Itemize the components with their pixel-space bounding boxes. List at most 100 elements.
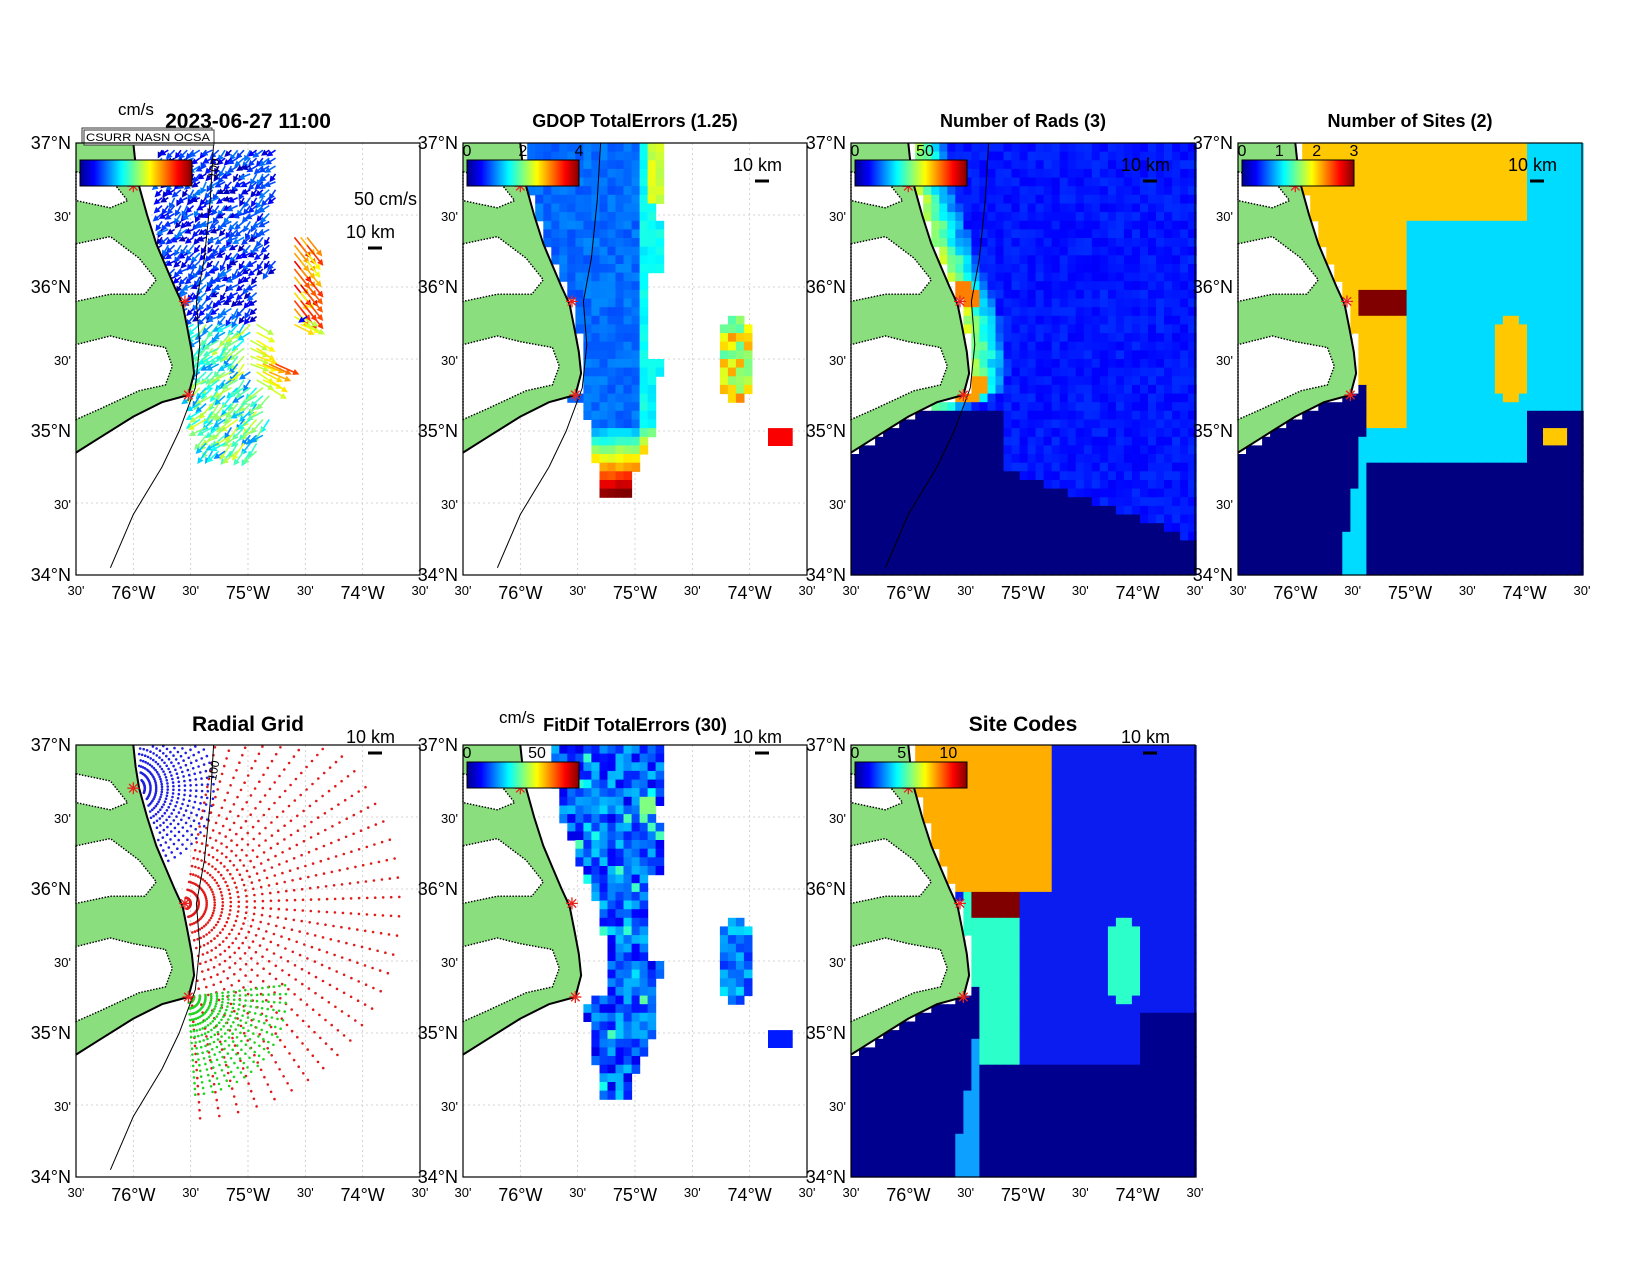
colorbar-nsites	[1241, 159, 1355, 187]
panel-title-gdop: GDOP TotalErrors (1.25)	[532, 111, 737, 131]
lon-tick-label: 30'	[684, 583, 701, 598]
axes-frame	[75, 142, 421, 576]
panel-title-fitdif: FitDif TotalErrors (30)	[543, 715, 727, 735]
isobath-100m	[496, 142, 602, 568]
radial-dots-site-2	[187, 984, 288, 1096]
lat-tick-label: 30'	[441, 353, 458, 368]
lat-tick-label: 30'	[54, 811, 71, 826]
panel-nsites: Number of Sites (2) 37°N30'36°N30'35°N30…	[1193, 111, 1591, 603]
lon-tick-label: 30'	[182, 1185, 199, 1200]
colorbar-tick: 0	[463, 143, 472, 160]
site-marker-2	[1344, 389, 1357, 401]
lat-tick-label: 35°N	[1193, 421, 1233, 441]
lon-tick-label: 74°W	[728, 583, 772, 603]
site-marker-1	[1340, 295, 1353, 308]
lat-tick-label: 37°N	[31, 735, 71, 755]
lat-tick-label: 36°N	[418, 277, 458, 297]
lon-tick-label: 30'	[799, 1185, 816, 1200]
panel-gdop: GDOP TotalErrors (1.25) 37°N 30' 36°N 30' 35…	[418, 111, 816, 603]
site-marker-2	[957, 991, 970, 1003]
site-marker-2	[182, 991, 195, 1003]
lon-tick-label: 30'	[182, 583, 199, 598]
site-marker-1	[953, 295, 966, 308]
plot-area-sitecodes	[850, 744, 1197, 1178]
lat-tick-label: 36°N	[418, 879, 458, 899]
site-marker-2	[182, 389, 195, 401]
figure-title: 2023-06-27 11:00	[165, 110, 331, 133]
lon-tick-label: 30'	[455, 1185, 472, 1200]
colorbar-tick: 0	[851, 143, 860, 160]
coastline	[75, 142, 196, 454]
radial-dots-site-0	[137, 744, 215, 863]
lat-tick-label: 36°N	[31, 879, 71, 899]
lon-tick-label: 30'	[1459, 583, 1476, 598]
lon-tick-label: 74°W	[341, 583, 385, 603]
lon-tick-label: 76°W	[498, 1185, 542, 1205]
lon-tick-label: 30'	[1072, 1185, 1089, 1200]
sound-water	[850, 837, 933, 905]
coastline	[462, 142, 583, 454]
colorbar-tick: 10	[939, 745, 957, 762]
lon-tick-label: 30'	[412, 1185, 429, 1200]
lon-tick-label: 76°W	[498, 583, 542, 603]
colorbar-tick: 2	[519, 143, 528, 160]
plot-area-nrads	[850, 142, 1197, 576]
sound-water	[850, 937, 949, 1023]
lat-tick-label: 35°N	[806, 421, 846, 441]
colorbar-currents	[79, 159, 193, 187]
panel-title-nrads: Number of Rads (3)	[940, 111, 1106, 131]
colorbar-tick: 4	[575, 143, 584, 160]
sound-water	[462, 235, 545, 303]
coastline	[462, 744, 583, 1056]
colorbar-tick: 50	[528, 745, 546, 762]
lat-tick-label: 30'	[54, 1099, 71, 1114]
colorbar-gdop	[466, 159, 580, 187]
lon-tick-label: 30'	[957, 1185, 974, 1200]
sound-water	[1237, 335, 1336, 421]
lat-tick-label: 30'	[829, 1099, 846, 1114]
lat-tick-label: 30'	[1216, 209, 1233, 224]
colorbar-fitdif	[466, 761, 580, 789]
plot-area-gdop	[462, 142, 807, 575]
sound-water	[462, 837, 545, 905]
lat-tick-label: 36°N	[806, 277, 846, 297]
lon-tick-label: 30'	[455, 583, 472, 598]
coastline	[75, 744, 196, 1056]
lon-tick-label: 74°W	[1116, 1185, 1160, 1205]
panel-title-sitecodes: Site Codes	[969, 713, 1078, 736]
lon-tick-label: 75°W	[226, 583, 270, 603]
lat-tick-label: 37°N	[806, 735, 846, 755]
colorbar-unit-fitdif: cm/s	[499, 708, 535, 727]
lat-tick-label: 35°N	[418, 421, 458, 441]
lon-tick-label: 30'	[297, 583, 314, 598]
lat-tick-label: 35°N	[31, 421, 71, 441]
legend-stack-currents: CSURR NASN OCSA	[81, 127, 215, 146]
isobath-100m	[884, 142, 990, 568]
lat-tick-label: 36°N	[806, 879, 846, 899]
plot-area-currents: 100	[75, 142, 420, 575]
lat-tick-label: 30'	[54, 209, 71, 224]
panel-nrads: Number of Rads (3) 37°N 30' 36°N 30' 35°N 30'…	[806, 111, 1204, 603]
sound-water	[75, 235, 158, 303]
lat-tick-label: 34°N	[1193, 565, 1233, 585]
lat-tick-label: 35°N	[31, 1023, 71, 1043]
sound-water	[462, 937, 561, 1023]
scale-bar-label: 10 km	[733, 727, 782, 747]
lat-tick-label: 34°N	[806, 1167, 846, 1187]
colorbar-tick: 0	[851, 745, 860, 762]
colorbar-tick: 5	[897, 745, 906, 762]
site-marker-2	[957, 389, 970, 401]
axes-frame	[850, 744, 1196, 1178]
lat-tick-label: 30'	[829, 497, 846, 512]
lat-tick-label: 30'	[54, 353, 71, 368]
axes-frame	[75, 744, 421, 1178]
lon-tick-label: 74°W	[1503, 583, 1547, 603]
lon-tick-label: 75°W	[613, 1185, 657, 1205]
scale-bar-label: 10 km	[346, 727, 395, 747]
sound-water	[75, 837, 158, 905]
axes-frame	[1237, 142, 1583, 576]
lat-tick-label: 35°N	[806, 1023, 846, 1043]
lat-tick-label: 36°N	[31, 277, 71, 297]
lat-tick-label: 30'	[1216, 353, 1233, 368]
